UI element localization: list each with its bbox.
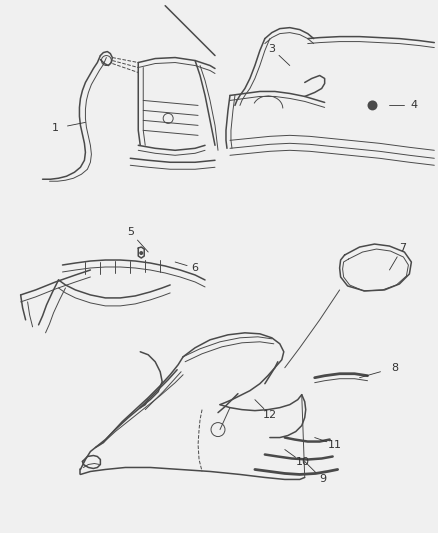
Text: 8: 8 <box>391 363 398 373</box>
Text: 9: 9 <box>319 474 326 484</box>
Text: 10: 10 <box>296 457 310 467</box>
Text: 11: 11 <box>328 440 342 449</box>
Text: 7: 7 <box>399 243 406 253</box>
Text: 3: 3 <box>268 44 276 54</box>
Text: 5: 5 <box>127 227 134 237</box>
Circle shape <box>367 100 378 110</box>
Text: 6: 6 <box>191 263 198 273</box>
Text: 4: 4 <box>411 100 418 110</box>
Text: 1: 1 <box>52 123 59 133</box>
Text: 12: 12 <box>263 410 277 419</box>
Circle shape <box>139 251 143 255</box>
